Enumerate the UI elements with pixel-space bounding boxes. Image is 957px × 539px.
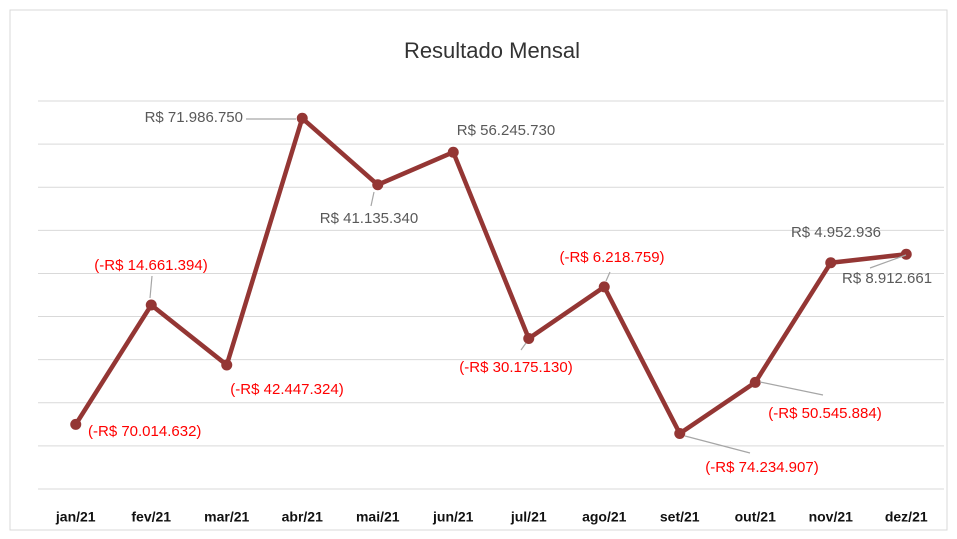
x-tick-label: ago/21 [582, 509, 627, 525]
x-tick-label: jul/21 [510, 509, 547, 525]
data-point [598, 281, 610, 293]
data-label: (-R$ 70.014.632) [88, 423, 201, 440]
x-tick-label: jan/21 [55, 509, 96, 525]
data-label: (-R$ 42.447.324) [230, 381, 343, 398]
data-label: R$ 56.245.730 [457, 122, 555, 139]
data-point [70, 418, 82, 430]
x-tick-label: mai/21 [356, 509, 400, 525]
data-point [372, 179, 384, 191]
leader-line [759, 381, 824, 396]
chart-frame [9, 9, 948, 531]
data-point [825, 257, 837, 269]
chart-title: Resultado Mensal [404, 38, 580, 63]
data-label: R$ 41.135.340 [320, 210, 418, 227]
data-label: R$ 71.986.750 [145, 109, 243, 126]
x-tick-label: set/21 [660, 509, 700, 525]
data-label: (-R$ 14.661.394) [94, 257, 207, 274]
series-line [73, 116, 907, 436]
leader-line [684, 435, 751, 454]
data-point [447, 146, 459, 158]
data-label: (-R$ 6.218.759) [559, 249, 664, 266]
x-tick-label: out/21 [735, 509, 776, 525]
x-tick-label: abr/21 [282, 509, 323, 525]
leader-line [869, 254, 907, 269]
x-tick-label: fev/21 [131, 509, 171, 525]
data-label: R$ 8.912.661 [842, 270, 932, 287]
data-point [296, 112, 308, 124]
data-label: (-R$ 50.545.884) [768, 405, 881, 422]
x-tick-label: mar/21 [204, 509, 249, 525]
x-tick-label: nov/21 [809, 509, 854, 525]
data-point [221, 359, 233, 371]
data-point [749, 376, 761, 388]
data-point [523, 332, 535, 344]
leader-line [370, 191, 375, 207]
data-point [900, 248, 912, 260]
data-label: (-R$ 74.234.907) [705, 459, 818, 476]
data-point [145, 299, 157, 311]
data-label: (-R$ 30.175.130) [459, 359, 572, 376]
leader-line [520, 342, 527, 351]
leader-line [605, 271, 611, 282]
leader-line [149, 275, 153, 299]
data-point [674, 427, 686, 439]
data-label: R$ 4.952.936 [791, 224, 881, 241]
x-tick-label: jun/21 [432, 509, 474, 525]
x-tick-label: dez/21 [885, 509, 928, 525]
